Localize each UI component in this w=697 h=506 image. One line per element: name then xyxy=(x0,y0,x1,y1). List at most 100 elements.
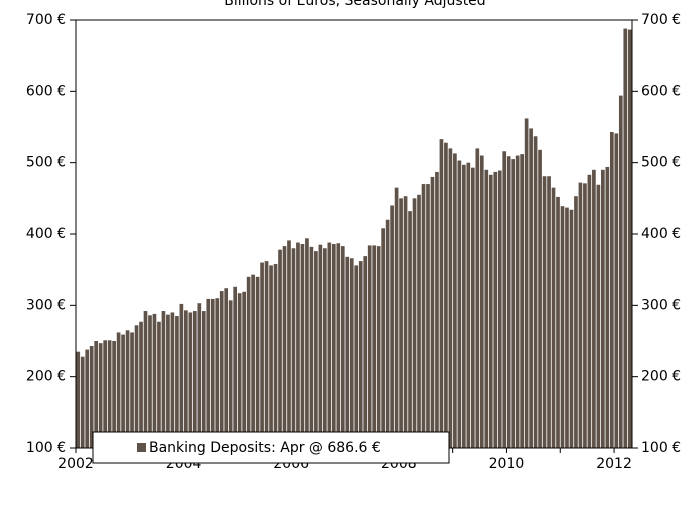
bar xyxy=(192,311,197,448)
y2-tick-label: 700 € xyxy=(641,12,681,28)
bar xyxy=(179,303,184,448)
bar xyxy=(551,187,556,448)
bar xyxy=(466,162,471,448)
bar xyxy=(426,184,430,449)
bar xyxy=(358,261,363,448)
bar xyxy=(462,164,466,448)
bar xyxy=(219,291,224,448)
bar xyxy=(372,245,377,448)
bar xyxy=(300,243,305,448)
bar xyxy=(385,219,390,448)
bar xyxy=(596,184,601,448)
bar xyxy=(390,205,394,448)
bar xyxy=(152,313,157,448)
bar xyxy=(448,148,453,448)
bar xyxy=(609,131,614,448)
chart-subtitle: Billions of Euros, Seasonally Adjusted xyxy=(224,0,485,9)
bar xyxy=(394,187,399,448)
bar xyxy=(134,325,139,448)
bar xyxy=(269,265,273,448)
x-tick-label: 2010 xyxy=(489,456,525,472)
bar xyxy=(542,176,547,448)
bar xyxy=(502,151,507,448)
bar xyxy=(273,263,278,448)
bar xyxy=(112,341,116,448)
bar xyxy=(85,349,90,448)
bar xyxy=(524,118,529,448)
bar xyxy=(228,300,233,448)
bar xyxy=(143,311,148,448)
bar xyxy=(89,345,94,448)
bar xyxy=(139,321,143,448)
y-tick-label: 300 € xyxy=(26,297,66,313)
bar xyxy=(421,184,426,449)
bar xyxy=(439,139,444,449)
bar xyxy=(529,128,533,448)
bar xyxy=(148,315,152,448)
bar xyxy=(533,136,538,449)
y2-tick-label: 400 € xyxy=(641,226,681,242)
bar xyxy=(224,288,229,448)
bar xyxy=(412,198,417,448)
y2-tick-label: 600 € xyxy=(641,83,681,99)
bar xyxy=(282,246,287,448)
bar xyxy=(323,248,327,448)
bar xyxy=(363,256,368,448)
bar xyxy=(601,169,605,449)
x-tick-label: 2002 xyxy=(58,456,94,472)
bar xyxy=(430,176,435,448)
bar xyxy=(130,332,134,448)
bar xyxy=(547,176,551,448)
bar xyxy=(614,133,619,449)
bar xyxy=(444,142,448,448)
bar xyxy=(457,160,462,448)
bar xyxy=(201,311,206,448)
bar xyxy=(497,170,502,448)
bar xyxy=(560,206,565,448)
legend-box xyxy=(92,431,450,464)
bar xyxy=(309,246,314,448)
y2-tick-label: 500 € xyxy=(641,155,681,171)
bar xyxy=(569,209,574,448)
bar xyxy=(314,251,318,448)
bar xyxy=(157,321,161,448)
legend-label: Banking Deposits: Apr @ 686.6 € xyxy=(149,440,381,456)
bar xyxy=(210,298,215,448)
bar xyxy=(488,174,493,448)
bar xyxy=(287,240,291,448)
bar xyxy=(188,312,193,448)
y-tick-label: 400 € xyxy=(26,226,66,242)
y-tick-label: 500 € xyxy=(26,155,66,171)
bar xyxy=(318,244,323,448)
bar xyxy=(98,343,103,448)
bar xyxy=(255,276,260,448)
bar xyxy=(175,316,179,448)
y2-tick-label: 200 € xyxy=(641,369,681,385)
bar xyxy=(260,262,264,448)
y-tick-label: 600 € xyxy=(26,83,66,99)
bar xyxy=(336,243,341,448)
bar xyxy=(408,211,412,448)
bar xyxy=(367,245,372,448)
bar xyxy=(475,148,480,448)
bar xyxy=(587,174,592,448)
bar xyxy=(592,169,596,449)
bar xyxy=(470,167,475,448)
bar xyxy=(493,171,498,448)
bar xyxy=(565,207,569,448)
y-tick-label: 100 € xyxy=(26,440,66,456)
bar xyxy=(291,248,296,448)
bar xyxy=(574,196,578,448)
x-tick-label: 2012 xyxy=(596,456,632,472)
bar xyxy=(242,291,246,448)
y2-tick-label: 300 € xyxy=(641,297,681,313)
bar xyxy=(237,293,242,448)
bar xyxy=(417,194,421,448)
bar xyxy=(515,155,520,449)
bar xyxy=(506,156,511,448)
bar xyxy=(327,242,332,448)
bar xyxy=(331,243,336,448)
bar xyxy=(197,303,202,448)
bar xyxy=(538,149,542,448)
